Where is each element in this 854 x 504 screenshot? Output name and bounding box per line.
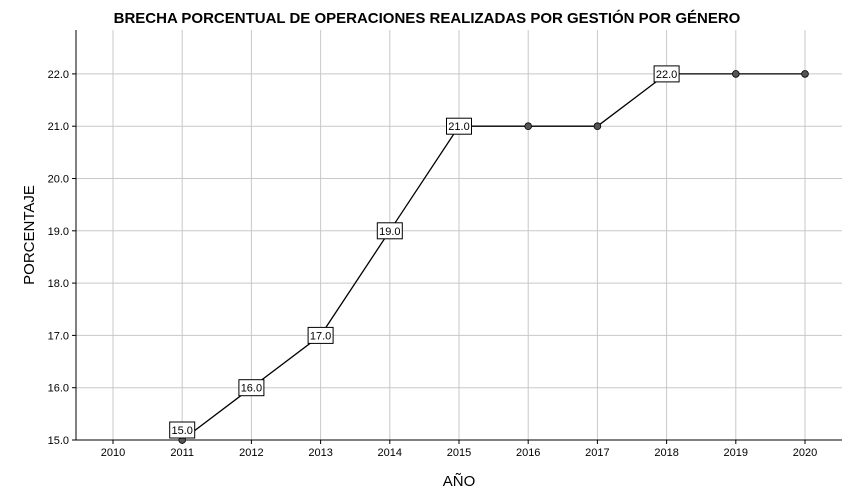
y-tick-label: 22.0 [48, 69, 69, 81]
data-point [593, 122, 602, 130]
x-tick-label: 2014 [378, 447, 402, 459]
x-axis-title: AÑO [443, 473, 476, 490]
x-tick-label: 2020 [793, 447, 817, 459]
data-label-box [307, 326, 334, 344]
x-tick-label: 2011 [170, 447, 194, 459]
y-tick-label: 21.0 [48, 121, 69, 133]
data-label: 17.0 [307, 326, 334, 344]
data-label-text: 16.0 [241, 383, 262, 395]
x-tick-label: 2013 [308, 447, 332, 459]
data-label: 22.0 [653, 65, 680, 83]
x-tick-label: 2015 [447, 447, 471, 459]
data-point [731, 70, 740, 78]
data-label-text: 21.0 [448, 121, 469, 133]
data-point [524, 122, 532, 130]
data-label: 15.0 [169, 421, 196, 439]
data-label-box [653, 65, 680, 83]
data-label-text: 19.0 [379, 226, 400, 238]
data-label-box [238, 379, 265, 397]
chart-title: BRECHA PORCENTUAL DE OPERACIONES REALIZA… [114, 9, 741, 27]
y-tick-label: 17.0 [48, 330, 69, 342]
x-tick-label: 2012 [239, 447, 263, 459]
series-line [181, 73, 805, 441]
grid [76, 30, 842, 440]
y-tick-label: 20.0 [48, 174, 69, 186]
data-label: 19.0 [376, 222, 403, 240]
y-tick-label: 15.0 [48, 435, 69, 447]
data-label-box [376, 222, 403, 240]
data-labels: 15.0 16.0 17.0 19.0 21.0 22.0 [169, 65, 680, 439]
x-tick-label: 2016 [516, 447, 540, 459]
data-label: 21.0 [446, 117, 472, 135]
data-label-box [169, 421, 196, 439]
x-tick-label: 2018 [654, 447, 678, 459]
y-axis-ticks: 15.0 16.0 17.0 18.0 19.0 20.0 21.0 22.0 [48, 69, 76, 447]
data-label-text: 17.0 [310, 330, 331, 342]
x-axis-ticks: 2010 2011 2012 2013 2014 2015 2016 2017 2018 2019… [101, 440, 817, 459]
data-point [801, 70, 809, 78]
data-label: 16.0 [238, 379, 265, 397]
y-axis-title: PORCENTAJE [21, 185, 38, 285]
y-tick-label: 16.0 [48, 383, 69, 395]
data-label-text: 15.0 [171, 425, 192, 437]
x-tick-label: 2019 [724, 447, 748, 459]
data-label-text: 22.0 [656, 69, 677, 81]
y-tick-label: 18.0 [48, 278, 69, 290]
x-tick-label: 2010 [101, 447, 125, 459]
data-label-box [446, 117, 472, 135]
y-tick-label: 19.0 [48, 226, 69, 238]
x-tick-label: 2017 [585, 447, 609, 459]
